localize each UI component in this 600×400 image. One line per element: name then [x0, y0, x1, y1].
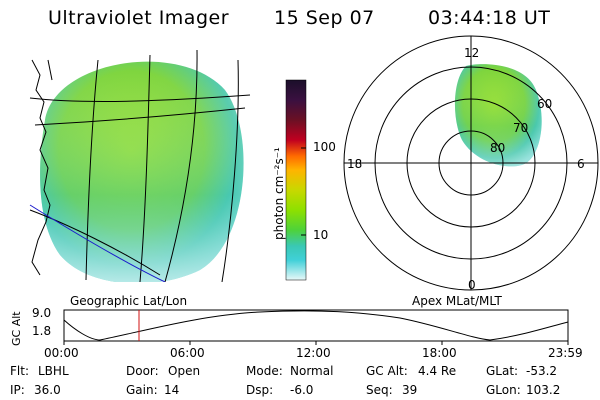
colorbar-unit-label: photon cm⁻²s⁻¹ — [272, 147, 286, 240]
colorbar-tick-label-100: 100 — [313, 140, 336, 154]
geographic-caption: Geographic Lat/Lon — [70, 294, 188, 308]
time-tick-1800: 18:00 — [422, 346, 457, 360]
ip-value: 36.0 — [34, 383, 61, 397]
ip-label: IP: — [10, 383, 25, 397]
mlat-label-60: 60 — [537, 97, 553, 111]
time-tick-0000: 00:00 — [44, 346, 79, 360]
altitude-tick-1-8: 1.8 — [32, 324, 52, 338]
filter-label: Flt: — [10, 364, 29, 378]
colorbar-tick-label-10: 10 — [313, 228, 329, 242]
altitude-frame — [63, 309, 569, 342]
altitude-curve — [63, 310, 569, 341]
mlt-label-18: 18 — [347, 157, 363, 171]
mode-label: Mode: — [246, 364, 283, 378]
mlat-label-70: 70 — [513, 121, 529, 135]
mlt-label-6: 6 — [577, 157, 585, 171]
polar-plot — [343, 35, 599, 291]
seq-label: Seq: — [366, 383, 393, 397]
dsp-label: Dsp: — [246, 383, 274, 397]
altitude-tick-9: 9.0 — [32, 306, 52, 320]
door-value: Open — [168, 364, 201, 378]
dsp-value: -6.0 — [290, 383, 314, 397]
instrument-title: Ultraviolet Imager — [48, 7, 230, 29]
colorbar — [285, 79, 307, 281]
gcalt-label: GC Alt: — [366, 364, 408, 378]
polar-emission-fade — [454, 64, 542, 167]
mlt-label-0: 0 — [468, 278, 476, 292]
terminator-line — [29, 204, 166, 282]
time-tick-2359: 23:59 — [548, 346, 583, 360]
seq-value: 39 — [402, 383, 418, 397]
altitude-axis-label: GC Alt — [10, 311, 23, 346]
glat-label: GLat: — [486, 364, 519, 378]
door-label: Door: — [126, 364, 159, 378]
glon-value: 103.2 — [526, 383, 561, 397]
apex-caption: Apex MLat/MLT — [412, 294, 502, 308]
emission-fade — [40, 61, 244, 282]
mlt-label-12: 12 — [464, 46, 480, 60]
coastline-island — [47, 59, 53, 81]
time-tick-0600: 06:00 — [170, 346, 205, 360]
mlat-label-80: 80 — [490, 141, 506, 155]
gain-label: Gain: — [126, 383, 158, 397]
time-label: 03:44:18 UT — [428, 7, 551, 29]
glon-label: GLon: — [486, 383, 521, 397]
gcalt-value: 4.4 Re — [418, 364, 457, 378]
latlon-grid — [29, 49, 251, 282]
gain-value: 14 — [164, 383, 180, 397]
altitude-plot — [63, 309, 569, 345]
glat-value: -53.2 — [526, 364, 558, 378]
geographic-image — [29, 49, 251, 282]
date-label: 15 Sep 07 — [274, 7, 375, 29]
mode-value: Normal — [290, 364, 334, 378]
filter-value: LBHL — [38, 364, 69, 378]
time-tick-1200: 12:00 — [296, 346, 331, 360]
coastline — [31, 59, 51, 276]
